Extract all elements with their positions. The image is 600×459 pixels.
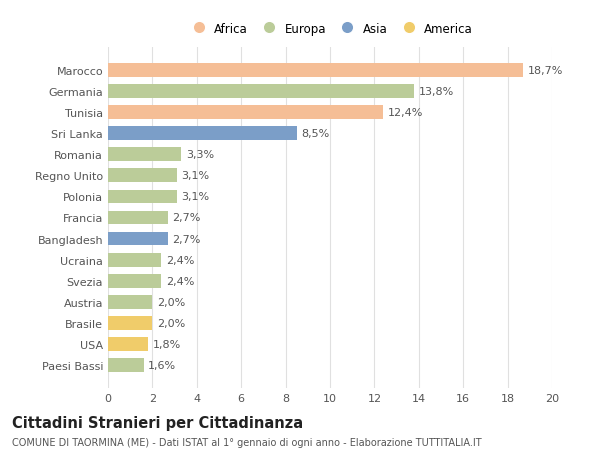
Text: 2,7%: 2,7% (172, 234, 201, 244)
Bar (108, 85, 415, 98)
Bar (108, 64, 523, 77)
Text: 1,6%: 1,6% (148, 361, 176, 370)
Text: 3,3%: 3,3% (186, 150, 214, 160)
Bar (108, 232, 168, 246)
Text: 2,0%: 2,0% (157, 319, 185, 328)
Text: 2,4%: 2,4% (166, 255, 194, 265)
Bar (108, 274, 161, 288)
Bar (108, 169, 177, 183)
Bar (108, 148, 181, 162)
Text: 3,1%: 3,1% (181, 171, 209, 181)
Text: 2,0%: 2,0% (157, 297, 185, 308)
Bar (108, 127, 297, 140)
Legend: Africa, Europa, Asia, America: Africa, Europa, Asia, America (185, 20, 475, 38)
Bar (108, 296, 152, 309)
Bar (108, 253, 161, 267)
Text: Cittadini Stranieri per Cittadinanza: Cittadini Stranieri per Cittadinanza (12, 415, 303, 431)
Text: 12,4%: 12,4% (388, 108, 423, 118)
Text: 3,1%: 3,1% (181, 192, 209, 202)
Text: 2,4%: 2,4% (166, 276, 194, 286)
Bar (108, 317, 152, 330)
Text: 1,8%: 1,8% (152, 340, 181, 349)
Text: COMUNE DI TAORMINA (ME) - Dati ISTAT al 1° gennaio di ogni anno - Elaborazione T: COMUNE DI TAORMINA (ME) - Dati ISTAT al … (12, 437, 482, 447)
Bar (108, 359, 143, 372)
Text: 8,5%: 8,5% (301, 129, 329, 139)
Bar (108, 190, 177, 204)
Bar (108, 211, 168, 225)
Bar (108, 106, 383, 119)
Text: 2,7%: 2,7% (172, 213, 201, 223)
Bar (108, 338, 148, 351)
Text: 13,8%: 13,8% (419, 87, 454, 96)
Text: 18,7%: 18,7% (527, 66, 563, 75)
